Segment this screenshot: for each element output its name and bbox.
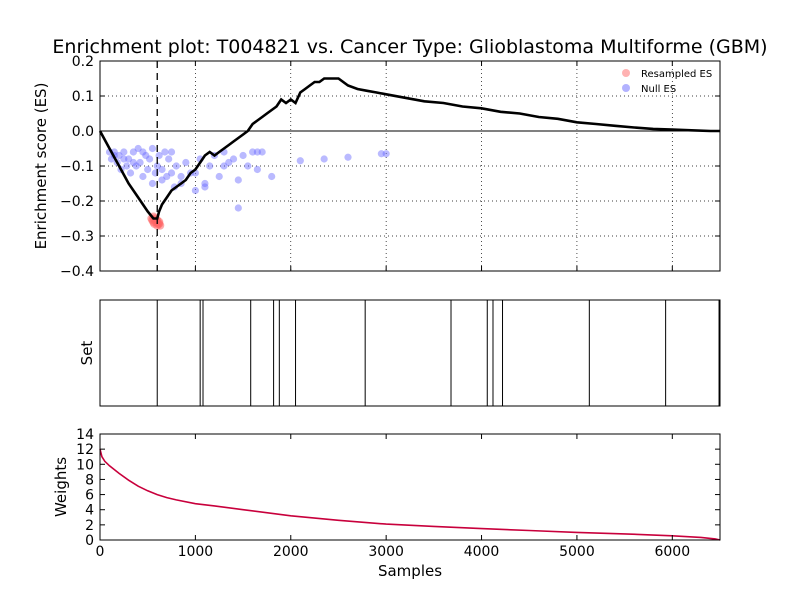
null-es-point [225,158,233,167]
null-es-point [253,148,261,156]
null-es-point [125,155,133,163]
x-tick-label: 0 [96,544,105,560]
null-es-point [172,162,180,170]
y-tick-label: −0.1 [60,159,94,175]
null-es-point [158,176,166,184]
null-es-point [126,169,135,177]
null-es-point [177,172,185,181]
null-es-point [244,162,252,170]
null-es-point [146,155,154,163]
null-es-point [153,162,161,170]
y-tick-label: −0.3 [60,229,94,245]
null-es-point [161,148,169,156]
null-es-point [215,172,223,181]
null-es-point [320,155,328,163]
null-es-point [123,162,131,170]
null-es-point [120,155,128,163]
y-tick-label: 10 [76,457,94,473]
null-es-point [144,165,152,174]
null-es-point [201,179,209,188]
legend-label-null: Null ES [641,84,676,95]
null-es-point [136,158,144,167]
legend-label-resampled: Resampled ES [641,69,712,80]
legend-marker-null [622,84,630,92]
null-es-point [377,150,385,158]
y-tick-label: 8 [85,472,94,488]
null-es-point [139,172,147,181]
null-es-point [258,148,266,156]
null-es-point [167,169,176,177]
y-tick-label: 0 [85,533,94,549]
null-es-point [234,204,242,212]
null-es-point [148,144,157,153]
y-tick-label: 0.0 [72,124,94,140]
null-es-point [234,176,242,184]
null-es-point [129,158,137,167]
y-tick-label: 2 [85,518,94,534]
x-tick-label: 2000 [273,544,309,560]
enrichment-ylabel: Enrichment score (ES) [32,83,50,250]
null-es-point [165,155,173,163]
null-es-point [115,151,123,160]
y-tick-label: −0.2 [60,194,94,210]
null-es-point [296,157,304,165]
x-tick-label: 4000 [464,544,500,560]
enrichment-panel: −0.4 −0.3 −0.2 −0.1 0.0 0.1 0.2 Enrichment sco… [32,54,721,280]
x-tick-label: 3000 [368,544,404,560]
enrichment-grid [100,60,720,272]
null-es-point [249,148,257,156]
null-es-point [344,153,352,161]
null-es-point [220,162,228,170]
null-es-point [158,165,166,174]
null-es-point [382,150,390,158]
null-es-point [239,151,247,160]
set-panel: Set [78,299,721,407]
set-ylabel: Set [78,341,96,366]
null-es-point [268,172,276,181]
null-es-point [129,148,137,156]
x-tick-label: 5000 [559,544,595,560]
y-tick-label: 6 [85,488,94,504]
y-tick-label: 0.2 [72,54,94,70]
null-es-point [182,158,190,167]
null-es-points [105,144,390,212]
y-tick-label: 0.1 [72,89,94,105]
null-es-point [139,148,147,156]
null-es-point [142,151,150,160]
null-es-point [134,144,142,153]
null-es-point [253,165,261,174]
resampled-es-point [154,219,164,228]
running-es-line [98,77,720,220]
set-frame [99,299,721,407]
weights-ylabel: Weights [52,457,70,517]
null-es-point [132,162,140,170]
weights-line [99,448,721,541]
null-es-point [206,162,214,170]
enrichment-ticks: −0.4 −0.3 −0.2 −0.1 0.0 0.1 0.2 [60,54,720,280]
y-tick-label: 4 [85,503,94,519]
y-tick-label: −0.4 [60,264,94,280]
weights-frame [99,433,721,541]
chart-title: Enrichment plot: T004821 vs. Cancer Type… [52,36,767,58]
x-tick-label: 1000 [178,544,214,560]
chart-legend: Resampled ES Null ES [622,69,712,95]
null-es-point [120,148,128,156]
null-es-point [148,179,157,188]
y-tick-label: 14 [76,427,94,443]
null-es-point [201,183,209,191]
null-es-point [167,148,176,156]
null-es-point [229,155,238,163]
set-hits [156,300,720,406]
legend-marker-resampled [622,69,630,77]
y-tick-label: 12 [76,442,94,458]
null-es-point [191,186,199,195]
weights-xlabel: Samples [378,562,442,580]
null-es-point [163,172,171,181]
x-tick-label: 6000 [654,544,690,560]
